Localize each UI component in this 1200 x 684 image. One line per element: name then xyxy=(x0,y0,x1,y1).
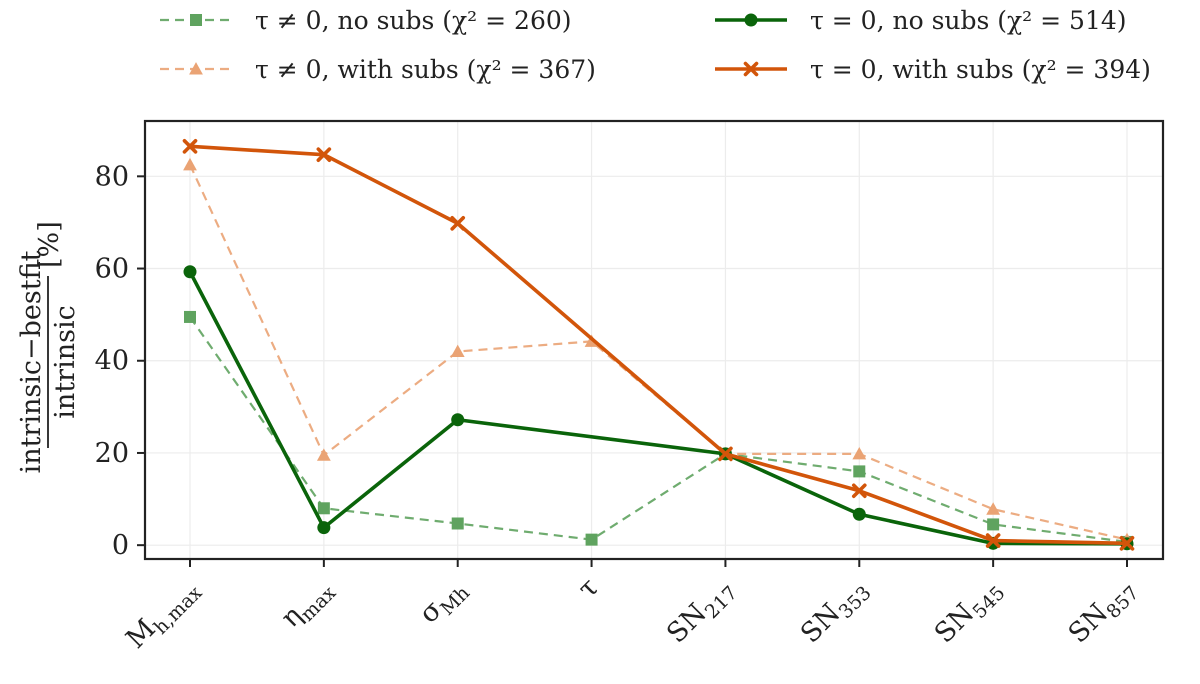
y-label-numerator: intrinsic−bestfit xyxy=(16,250,47,473)
y-tick-label: 60 xyxy=(95,254,129,285)
x-tick-label: ηmax xyxy=(275,572,340,637)
series-1-point xyxy=(451,517,464,530)
x-tick-label-main: τ xyxy=(572,572,604,604)
series-4-point xyxy=(718,446,733,462)
series-4-point xyxy=(985,533,1001,548)
x-marker-stroke xyxy=(450,216,466,231)
y-label-denominator: intrinsic xyxy=(50,305,81,418)
series-1-point xyxy=(585,533,598,546)
series-2 xyxy=(183,157,1134,546)
x-marker-stroke xyxy=(743,61,759,77)
x-tick-label: SN545 xyxy=(929,572,1010,653)
legend-item-2: τ ≠ 0, with subs (χ² = 367) xyxy=(160,55,596,84)
series-group xyxy=(182,139,1135,551)
series-4-point xyxy=(182,139,198,154)
plot-frame xyxy=(143,119,1165,561)
x-marker-stroke xyxy=(316,147,332,162)
x-marker-stroke xyxy=(718,446,733,462)
y-axis: 0 20 40 60 80 xyxy=(95,161,145,561)
legend-item-1: τ ≠ 0, no subs (χ² = 260) xyxy=(160,6,572,35)
x-tick-label: SN353 xyxy=(795,572,876,653)
x-tick-label-sub: h,max xyxy=(150,582,207,639)
x-axis: Mh,max ηmax σMh τ SN217 SN353 SN545 SN857 xyxy=(120,559,1144,658)
legend-label: τ = 0, with subs (χ² = 394) xyxy=(810,55,1151,84)
y-label-unit: [%] xyxy=(34,221,65,268)
series-2-point xyxy=(986,502,1001,515)
x-marker-stroke xyxy=(182,139,198,154)
legend: τ ≠ 0, no subs (χ² = 260) τ ≠ 0, with sub… xyxy=(160,6,1151,84)
y-tick-label: 20 xyxy=(95,438,129,469)
grid xyxy=(145,121,1163,559)
x-tick-label: τ xyxy=(572,572,604,604)
y-tick-label: 40 xyxy=(95,346,129,377)
series-4 xyxy=(182,139,1135,551)
series-1-point xyxy=(317,502,330,515)
x-tick-label: Mh,max xyxy=(120,572,206,658)
series-4-point xyxy=(450,216,466,231)
x-marker-stroke xyxy=(1119,535,1135,551)
series-2-point xyxy=(183,157,197,171)
series-1-point xyxy=(987,518,1000,531)
series-1-line xyxy=(189,316,1128,544)
legend-marker xyxy=(190,14,202,26)
legend-label: τ ≠ 0, with subs (χ² = 367) xyxy=(255,55,596,84)
x-marker-stroke xyxy=(851,483,867,499)
x-tick-label: SN857 xyxy=(1063,572,1144,653)
legend-marker xyxy=(743,61,759,77)
x-marker-stroke xyxy=(985,533,1001,548)
legend-item-3: τ = 0, no subs (χ² = 514) xyxy=(715,6,1127,35)
y-axis-label: intrinsic−bestfit intrinsic [%] xyxy=(16,221,81,473)
series-2-point xyxy=(316,448,331,461)
series-3-line xyxy=(188,270,1128,546)
series-3-point xyxy=(317,521,331,535)
legend-item-4: τ = 0, with subs (χ² = 394) xyxy=(715,55,1151,84)
legend-label: τ = 0, no subs (χ² = 514) xyxy=(810,6,1127,35)
series-4-line xyxy=(189,144,1128,546)
series-3-point xyxy=(451,413,465,427)
series-2-line xyxy=(189,164,1128,541)
legend-marker xyxy=(744,13,758,27)
series-1-point xyxy=(853,465,866,478)
y-tick-label: 0 xyxy=(112,530,129,561)
series-3-point xyxy=(852,507,866,521)
legend-label: τ ≠ 0, no subs (χ² = 260) xyxy=(255,6,572,35)
series-3-point xyxy=(183,265,197,279)
series-4-point xyxy=(316,147,332,162)
series-4-point xyxy=(1119,535,1135,551)
y-tick-label: 80 xyxy=(95,161,129,192)
x-tick-label: SN217 xyxy=(661,572,742,653)
x-tick-label: σMh xyxy=(413,572,474,633)
series-2-point xyxy=(852,446,867,460)
series-1-point xyxy=(184,310,196,323)
legend-marker xyxy=(189,62,203,75)
series-2-point xyxy=(450,344,465,358)
series-4-point xyxy=(851,483,867,499)
